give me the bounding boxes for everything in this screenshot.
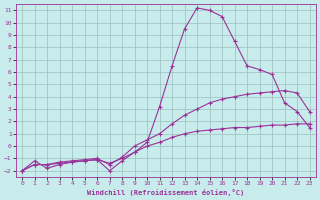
X-axis label: Windchill (Refroidissement éolien,°C): Windchill (Refroidissement éolien,°C): [87, 189, 244, 196]
